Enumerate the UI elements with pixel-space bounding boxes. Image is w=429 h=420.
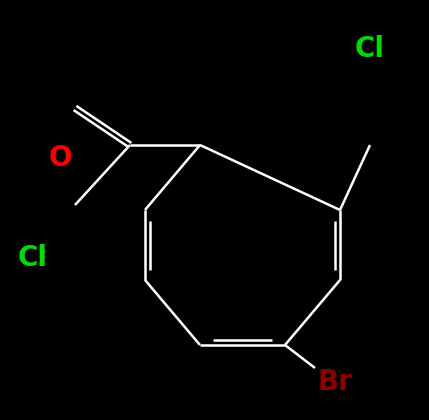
Text: Br: Br bbox=[318, 368, 353, 396]
Text: Cl: Cl bbox=[18, 244, 48, 272]
Text: O: O bbox=[48, 144, 72, 172]
Text: Cl: Cl bbox=[355, 35, 385, 63]
